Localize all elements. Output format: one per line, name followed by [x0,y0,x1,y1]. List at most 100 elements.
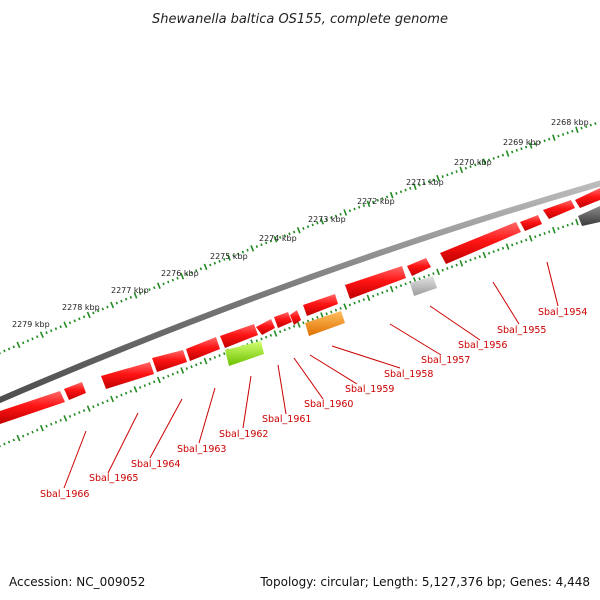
inner-scale-tick [101,401,104,405]
outer-scale-tick [404,188,407,192]
inner-scale-tick [339,307,342,310]
outer-scale-tick [353,207,356,211]
scale-label-2275: 2275 kbp [210,252,248,261]
inner-scale-tick [330,310,333,314]
inner-scale-tick [362,298,366,302]
gene-label-1962[interactable]: Sbal_1962 [219,429,268,440]
outer-scale-tick [418,183,421,187]
gene-arrow-1965 [152,350,187,372]
gene-arrow-1962a [274,312,292,328]
gene-label-1964[interactable]: Sbal_1964 [131,459,180,470]
gene-label-1960[interactable]: Sbal_1960 [304,399,353,410]
outer-scale-tick [250,245,255,252]
leader-1965 [107,412,139,474]
inner-scale-tick [148,382,151,386]
inner-scale-tick [450,265,454,269]
inner-scale-tick [520,240,523,244]
outer-scale-tick [35,335,39,339]
inner-scale-tick [218,354,221,357]
gene-label-1956[interactable]: Sbal_1956 [458,340,507,351]
outer-scale-tick [167,280,170,284]
outer-scale-tick [580,126,583,130]
inner-scale-tick [54,420,58,424]
inner-scale-tick [180,367,185,374]
gene-arrow-1957 [410,276,437,296]
gene-label-1961[interactable]: Sbal_1961 [262,414,311,425]
gene-arrow-big [440,222,521,264]
scale-label-2278: 2278 kbp [62,303,100,312]
inner-scale-tick [86,405,91,412]
map-title: Shewanella baltica OS155, complete genom… [152,12,448,27]
inner-scale-tick [35,428,39,432]
inner-scale-tick [78,411,81,414]
outer-scale-tick [330,216,333,220]
gene-label-1957[interactable]: Sbal_1957 [421,355,470,366]
outer-scale-tick [50,329,53,333]
inner-scale-tick [185,367,189,371]
inner-scale-tick [273,330,278,337]
leader-1964 [149,398,183,459]
scale-label-2279: 2279 kbp [12,320,50,329]
outer-scale-tick [162,282,165,286]
outer-scale-tick [63,321,68,329]
outer-scale-tick [292,230,296,234]
inner-scale-tick [199,361,203,365]
gene-arrow-1955 [520,215,542,231]
inner-scale-tick [292,324,296,328]
inner-scale-tick [316,315,319,319]
outer-scale-tick [366,200,371,208]
outer-scale-tick [348,209,352,213]
gene-label-1955[interactable]: Sbal_1955 [497,325,546,336]
outer-scale-tick [199,267,203,271]
outer-scale-tick [505,150,510,157]
outer-scale-tick [534,142,537,146]
gene-label-1963[interactable]: Sbal_1963 [177,444,226,455]
leader-1956 [429,305,481,341]
inner-scale-tick [455,263,458,267]
inner-scale-tick [389,285,394,293]
inner-scale-tick [209,357,212,361]
inner-scale-tick [478,255,481,259]
gene-arrow-right-edge [575,188,600,208]
outer-scale-tick [469,165,472,168]
outer-scale-tick [585,125,588,129]
inner-scale-tick [561,225,565,229]
outer-scale-tick [190,271,193,274]
outer-scale-tick [226,254,231,261]
inner-scale-tick [302,321,305,325]
outer-scale-tick [176,276,179,280]
gene-label-1954[interactable]: Sbal_1954 [538,307,587,318]
inner-scale-tick [269,333,273,337]
outer-scale-tick [362,204,366,207]
outer-scale-tick [180,272,185,280]
outer-scale-tick [302,227,305,230]
leader-1963 [198,387,216,444]
outer-scale-tick [501,153,505,157]
gene-label-1966[interactable]: Sbal_1966 [40,489,89,500]
inner-scale-tick [459,260,464,267]
inner-scale-tick [50,422,53,426]
outer-scale-tick [441,175,444,178]
inner-scale-tick [260,337,263,341]
outer-scale-tick [552,134,556,141]
gene-label-1959[interactable]: Sbal_1959 [345,384,394,395]
outer-scale-tick [288,232,291,236]
inner-scale-tick [278,330,282,334]
gene-arrow-1965b [101,362,154,389]
outer-scale-tick [511,150,514,154]
outer-scale-tick [455,170,458,173]
outer-scale-tick [325,218,328,221]
inner-scale-tick [124,391,128,395]
gene-label-1965[interactable]: Sbal_1965 [89,473,138,484]
scale-label-2273: 2273 kbp [308,215,346,224]
gene-arrow-1964 [186,337,220,361]
inner-scale-tick [334,308,338,312]
inner-scale-tick [190,365,193,369]
outer-scale-tick [110,301,115,309]
inner-scale-tick [288,326,291,330]
outer-scale-tick [237,252,240,256]
inner-scale-tick [501,246,505,250]
gene-label-1958[interactable]: Sbal_1958 [384,369,433,380]
inner-scale-tick [505,243,510,250]
outer-scale-tick [241,250,245,254]
